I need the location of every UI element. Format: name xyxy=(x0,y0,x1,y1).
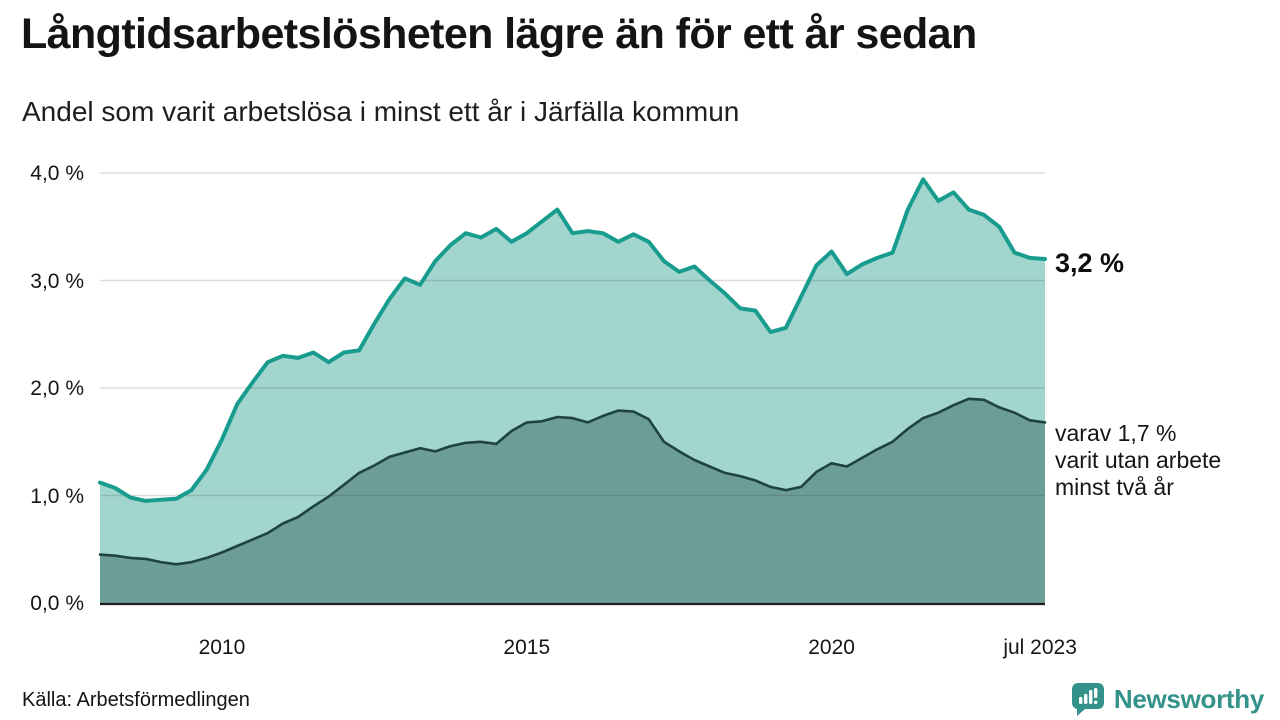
newsworthy-bubble-chart-icon xyxy=(1070,682,1106,716)
y-tick-label: 3,0 % xyxy=(30,269,84,293)
x-tick-label: 2020 xyxy=(808,636,855,659)
series-line-2 xyxy=(98,397,1047,566)
page-subtitle: Andel som varit arbetslösa i minst ett å… xyxy=(22,96,740,127)
two-year-annotation: varav 1,7 % varit utan arbete minst två … xyxy=(1055,420,1221,501)
newsworthy-logo[interactable]: Newsworthy xyxy=(1070,682,1264,716)
latest-value-label: 3,2 % xyxy=(1055,248,1125,278)
y-tick-label: 0,0 % xyxy=(30,592,84,615)
page-title: Långtidsarbetslösheten lägre än för ett … xyxy=(21,10,977,58)
y-tick-label: 1,0 % xyxy=(30,484,84,508)
x-tick-label: jul 2023 xyxy=(1003,636,1077,659)
series-area-2 xyxy=(100,398,1045,603)
source-note: Källa: Arbetsförmedlingen xyxy=(22,689,250,711)
x-tick-label: 2010 xyxy=(198,636,246,659)
newsworthy-wordmark: Newsworthy xyxy=(1113,683,1264,714)
y-tick-label: 2,0 % xyxy=(30,377,84,400)
x-tick-label: 2015 xyxy=(503,636,551,659)
y-tick-label: 4,0 % xyxy=(30,162,84,185)
two-year-annotation-line1: varav 1,7 % xyxy=(1055,420,1177,446)
two-year-annotation-line2: varit utan arbete xyxy=(1055,447,1222,473)
series-line-1 xyxy=(98,177,1047,503)
two-year-annotation-line3: minst två år xyxy=(1055,474,1174,500)
